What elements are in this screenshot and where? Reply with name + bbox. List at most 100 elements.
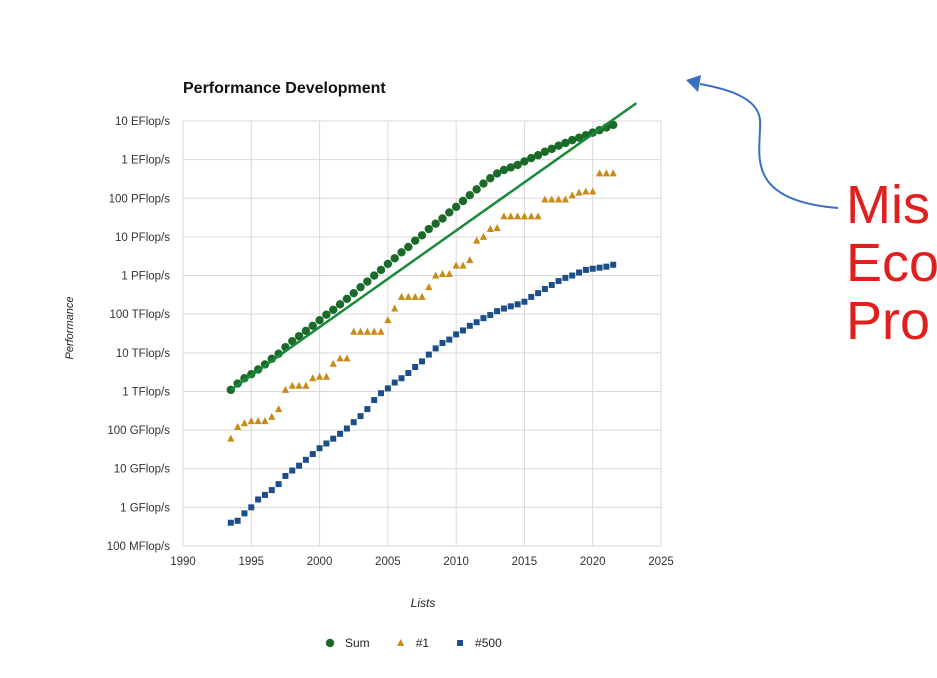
last-point bbox=[371, 397, 378, 404]
first-point bbox=[261, 417, 269, 425]
first-point bbox=[609, 169, 617, 177]
first-point bbox=[595, 169, 604, 177]
sum-point bbox=[363, 277, 372, 286]
y-axis-ticks: 100 MFlop/s 1 GFlop/s 10 GFlop/s 100 GFlop/… bbox=[107, 116, 171, 553]
sum-point bbox=[609, 120, 618, 130]
sum-point bbox=[397, 248, 406, 257]
sum-point bbox=[424, 224, 434, 234]
sum-point bbox=[445, 208, 454, 217]
last-point bbox=[391, 379, 398, 386]
first-point bbox=[404, 292, 412, 300]
sum-point bbox=[561, 138, 570, 148]
first-point bbox=[240, 419, 249, 427]
last-point bbox=[419, 358, 425, 365]
sum-point bbox=[376, 265, 386, 275]
first-point bbox=[377, 327, 385, 335]
sum-point bbox=[329, 305, 338, 314]
last-point bbox=[350, 419, 357, 426]
sum-point bbox=[527, 153, 536, 163]
x-tick-label: 1990 bbox=[170, 556, 196, 568]
last-point bbox=[255, 496, 262, 503]
legend-markers bbox=[325, 638, 464, 648]
first-point bbox=[486, 225, 494, 233]
last-point bbox=[541, 285, 548, 292]
first-point bbox=[254, 417, 262, 425]
first-point bbox=[329, 359, 337, 367]
sum-point bbox=[533, 151, 543, 160]
x-tick-label: 2015 bbox=[512, 556, 538, 568]
first-point bbox=[370, 327, 378, 335]
last-point bbox=[323, 440, 330, 447]
grid bbox=[182, 120, 662, 547]
first-point bbox=[473, 236, 481, 244]
first-point bbox=[288, 381, 296, 389]
y-tick-label: 1 GFlop/s bbox=[120, 502, 170, 514]
first-point bbox=[363, 327, 371, 335]
sum-point bbox=[486, 174, 495, 183]
sum-point bbox=[356, 282, 365, 292]
first-point bbox=[520, 212, 529, 220]
first-point bbox=[322, 372, 330, 380]
last-point bbox=[289, 467, 296, 474]
legend-label-first: #1 bbox=[415, 636, 430, 650]
last-point bbox=[466, 322, 473, 329]
last-point bbox=[316, 445, 323, 452]
sum-point bbox=[349, 288, 358, 298]
x-axis-label: Lists bbox=[410, 596, 436, 610]
first-point bbox=[302, 381, 310, 389]
last-point bbox=[535, 290, 542, 297]
first-point bbox=[459, 261, 467, 269]
last-point bbox=[248, 504, 255, 511]
sum-point bbox=[370, 271, 379, 280]
sum-point bbox=[431, 219, 440, 228]
first-point bbox=[356, 327, 365, 335]
first-point bbox=[561, 195, 569, 203]
first-point bbox=[602, 169, 610, 177]
y-tick-label: 10 GFlop/s bbox=[114, 464, 170, 476]
first-point bbox=[309, 374, 317, 382]
sum-point bbox=[479, 179, 488, 188]
sum-point bbox=[383, 259, 393, 269]
last-point bbox=[337, 430, 344, 437]
last-point bbox=[405, 370, 412, 377]
first-point bbox=[514, 212, 522, 220]
last-point bbox=[596, 264, 603, 271]
first-point bbox=[281, 385, 290, 393]
first-point bbox=[336, 354, 344, 362]
sum-point bbox=[294, 331, 304, 341]
last-point bbox=[432, 345, 439, 352]
sum-point bbox=[322, 310, 331, 319]
sum-point bbox=[568, 135, 577, 145]
sum-point bbox=[342, 294, 352, 304]
last-point bbox=[453, 331, 460, 338]
last-point bbox=[610, 261, 617, 268]
sum-point bbox=[404, 242, 413, 252]
first-point bbox=[275, 405, 283, 413]
sum-point bbox=[513, 160, 522, 170]
last-point bbox=[378, 390, 385, 397]
last-point bbox=[494, 308, 501, 315]
first-point bbox=[479, 232, 488, 240]
sum-point bbox=[492, 169, 502, 178]
first-point bbox=[527, 212, 535, 220]
last-point bbox=[364, 406, 371, 413]
x-axis-ticks: 1990 1995 2000 2005 2010 2015 2020 2025 bbox=[170, 556, 674, 568]
plot-frame bbox=[182, 120, 662, 547]
first-point bbox=[493, 224, 501, 232]
first-point bbox=[466, 256, 474, 264]
first-point bbox=[425, 283, 433, 291]
sum-point bbox=[465, 191, 474, 200]
x-tick-label: 2005 bbox=[375, 556, 401, 568]
sum-point bbox=[458, 196, 468, 206]
first-point bbox=[234, 423, 242, 431]
sum-point bbox=[506, 163, 515, 172]
trend-line bbox=[230, 102, 638, 391]
callout-arrow-group bbox=[686, 75, 839, 209]
legend: Sum #1 #500 bbox=[325, 636, 502, 650]
last-point bbox=[603, 263, 610, 270]
first-point bbox=[568, 191, 576, 199]
sum-point bbox=[547, 144, 556, 154]
legend-label-last: #500 bbox=[475, 636, 502, 650]
